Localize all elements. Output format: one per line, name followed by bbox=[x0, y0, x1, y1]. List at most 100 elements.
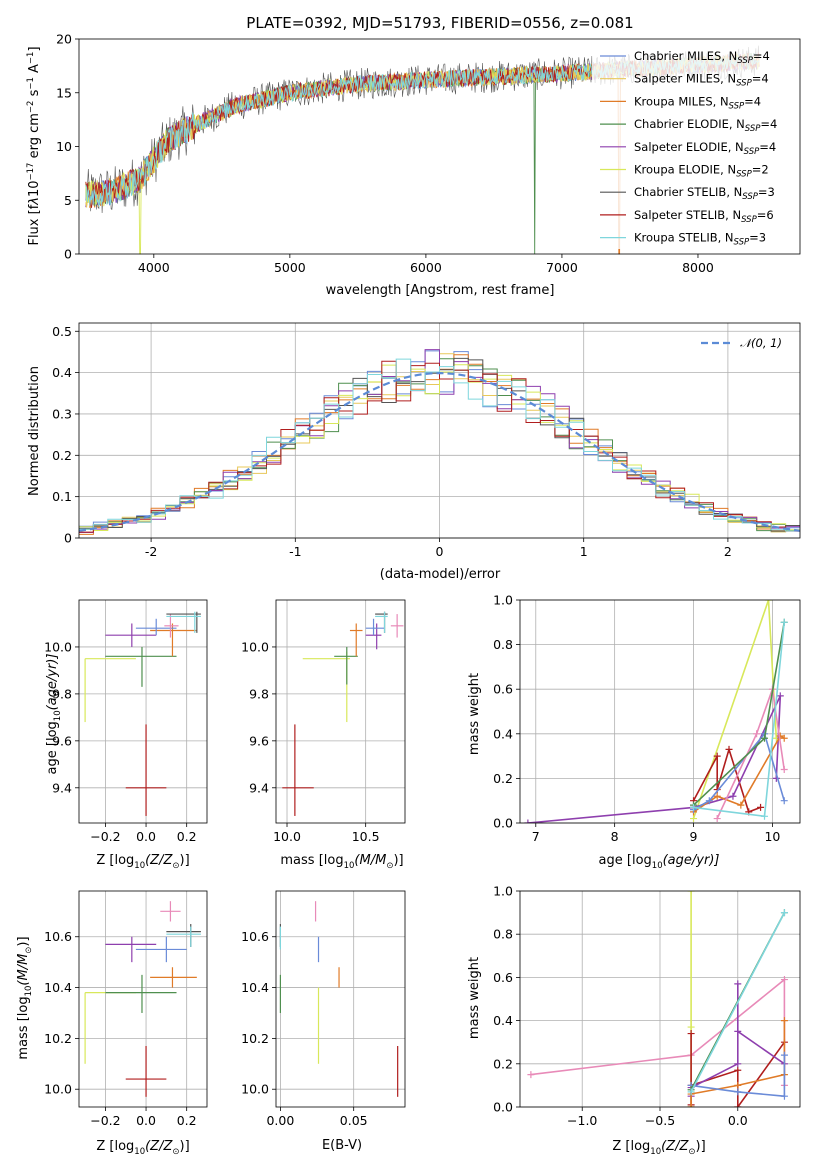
x-tick-label: 0.0 bbox=[728, 1113, 748, 1128]
x-tick-label: 8 bbox=[611, 829, 619, 844]
legend-label: Salpeter STELIB, NSSP=6 bbox=[634, 208, 774, 225]
legend-label: Chabrier STELIB, NSSP=3 bbox=[634, 185, 775, 202]
age_vs_mass-marks bbox=[282, 611, 404, 816]
weight-marker bbox=[705, 797, 713, 805]
weight-marker bbox=[780, 909, 788, 917]
y-tick-label: 10.0 bbox=[44, 639, 72, 654]
weight-marker bbox=[780, 734, 788, 742]
y-tick-label: 0.2 bbox=[493, 1056, 513, 1071]
gaussian-curve bbox=[78, 371, 801, 532]
y-tick-label: 0.8 bbox=[493, 927, 513, 942]
y-tick-label: 10.6 bbox=[241, 929, 269, 944]
mw-z-ylabel: mass weight bbox=[467, 957, 482, 1039]
y-tick-label: 9.4 bbox=[52, 780, 72, 795]
y-tick-label: 0.0 bbox=[493, 816, 513, 831]
x-tick-label: 10.0 bbox=[273, 829, 301, 844]
weight-marker bbox=[780, 797, 788, 805]
x-tick-label: 5000 bbox=[274, 260, 306, 275]
y-tick-label: 0.8 bbox=[493, 637, 513, 652]
spectrum-xlabel: wavelength [Angstrom, rest frame] bbox=[326, 283, 555, 298]
age_vs_mass-panel: 10.0 10.5 9.4 9.6 9.8 10.0 bbox=[241, 599, 406, 844]
weight-marker bbox=[761, 812, 769, 820]
weight-marker bbox=[524, 819, 532, 823]
weight-marker bbox=[780, 976, 788, 984]
x-tick-label: 10 bbox=[764, 829, 780, 844]
y-tick-label: 0.3 bbox=[52, 406, 72, 421]
weight-marker bbox=[713, 752, 721, 760]
weight-line-2 bbox=[690, 1033, 786, 1107]
legend-label: Salpeter ELODIE, NSSP=4 bbox=[634, 140, 776, 157]
legend-label: Kroupa ELODIE, NSSP=2 bbox=[634, 163, 769, 180]
weight-marker bbox=[687, 891, 695, 895]
mass_vs_ebv-marks bbox=[279, 901, 399, 1097]
mass-ebv-xlabel: E(B-V) bbox=[322, 1138, 362, 1153]
y-tick-label: 5 bbox=[64, 193, 72, 208]
y-tick-label: 9.8 bbox=[249, 686, 269, 701]
weight-marker bbox=[734, 1027, 742, 1035]
spectrum-frame bbox=[78, 38, 801, 255]
y-tick-label: 10 bbox=[56, 139, 72, 154]
y-tick-label: 0.2 bbox=[493, 771, 513, 786]
residuals-frame bbox=[78, 322, 801, 539]
mw-z-xlabel: Z [log10(Z/Z⊙)] bbox=[612, 1139, 705, 1157]
mass_vs_ebv-frame bbox=[275, 890, 406, 1108]
weight-marker bbox=[780, 765, 788, 773]
y-tick-label: 10.4 bbox=[241, 980, 269, 995]
legend-label: Kroupa MILES, NSSP=4 bbox=[634, 94, 761, 111]
x-tick-label: −0.2 bbox=[90, 1113, 120, 1128]
x-tick-label: 4000 bbox=[138, 260, 170, 275]
y-tick-label: 10.2 bbox=[241, 1031, 269, 1046]
mass_weight_vs_Z-panel: −1.0 −0.5 0.0 0.0 0.2 0.4 0.6 0.8 1.0 bbox=[493, 884, 801, 1128]
weight-marker bbox=[780, 1051, 788, 1059]
weight-marker bbox=[527, 1071, 535, 1079]
residuals-panel: -2 -1 0 1 2 0 0.1 0.2 0.3 0.4 0.5 (data-model)/err… bbox=[27, 322, 801, 582]
mass_weight_vs_age-frame bbox=[519, 599, 801, 824]
residuals-ylabel: Normed distribution bbox=[27, 366, 42, 496]
y-tick-label: 9.4 bbox=[249, 780, 269, 795]
weight-marker bbox=[690, 815, 698, 823]
weight-marker bbox=[737, 801, 745, 809]
weight-marker bbox=[687, 1088, 695, 1096]
age_vs_Z-frame bbox=[78, 599, 208, 824]
y-tick-label: 10.2 bbox=[44, 1031, 72, 1046]
y-tick-label: 9.6 bbox=[249, 733, 269, 748]
y-tick-label: 10.0 bbox=[241, 1082, 269, 1097]
x-tick-label: 9 bbox=[690, 829, 698, 844]
mw-age-xlabel: age [log10(age/yr)] bbox=[599, 853, 720, 871]
mass-z-xlabel: Z [log10(Z/Z⊙)] bbox=[96, 1139, 189, 1157]
y-tick-label: 0.5 bbox=[52, 324, 72, 339]
figure-title: PLATE=0392, MJD=51793, FIBERID=0556, z=0… bbox=[246, 14, 633, 32]
weight-line-0 bbox=[692, 600, 778, 819]
weight-line-1 bbox=[692, 746, 761, 813]
y-tick-label: 10.0 bbox=[241, 639, 269, 654]
weight-marker bbox=[780, 618, 788, 626]
x-tick-label: 1 bbox=[580, 544, 588, 559]
y-tick-label: 0.4 bbox=[493, 1013, 513, 1028]
weight-marker bbox=[734, 1066, 742, 1074]
y-tick-label: 20 bbox=[56, 32, 72, 47]
gaussian-legend-label: 𝒩(0, 1) bbox=[740, 336, 782, 350]
spectrum-panel: PLATE=0392, MJD=51793, FIBERID=0556, z=0… bbox=[26, 14, 801, 298]
x-tick-label: -1 bbox=[289, 544, 301, 559]
x-tick-label: 8000 bbox=[682, 260, 714, 275]
x-tick-label: −0.2 bbox=[90, 829, 120, 844]
mw-age-ylabel: mass weight bbox=[467, 673, 482, 755]
weight-line-4 bbox=[693, 732, 785, 811]
y-tick-label: 9.6 bbox=[52, 733, 72, 748]
spectrum-legend: Chabrier MILES, NSSP=4 Salpeter MILES, NS… bbox=[592, 43, 796, 249]
weight-marker bbox=[734, 1103, 742, 1107]
age-z-ylabel: age [log10(age/yr)] bbox=[45, 654, 63, 775]
mass_weight_vs_age-panel: 7 8 9 10 0.0 0.2 0.4 0.6 0.8 1.0 bbox=[493, 593, 801, 844]
y-tick-label: 0 bbox=[64, 531, 72, 546]
x-tick-label: −0.5 bbox=[645, 1113, 675, 1128]
mass_vs_Z-marks bbox=[84, 901, 201, 1097]
mass_vs_Z-frame bbox=[78, 890, 208, 1108]
weight-marker bbox=[780, 1092, 788, 1100]
weight-marker bbox=[687, 1023, 695, 1031]
legend-label: Chabrier MILES, NSSP=4 bbox=[634, 49, 770, 66]
mass_weight_vs_Z-frame bbox=[519, 890, 801, 1108]
y-tick-label: 10.0 bbox=[44, 1082, 72, 1097]
legend-label: Salpeter MILES, NSSP=4 bbox=[634, 72, 769, 89]
spectrum-ylabel: Flux [fλ10−17 erg cm−2 s−1 A−1] bbox=[26, 46, 42, 245]
